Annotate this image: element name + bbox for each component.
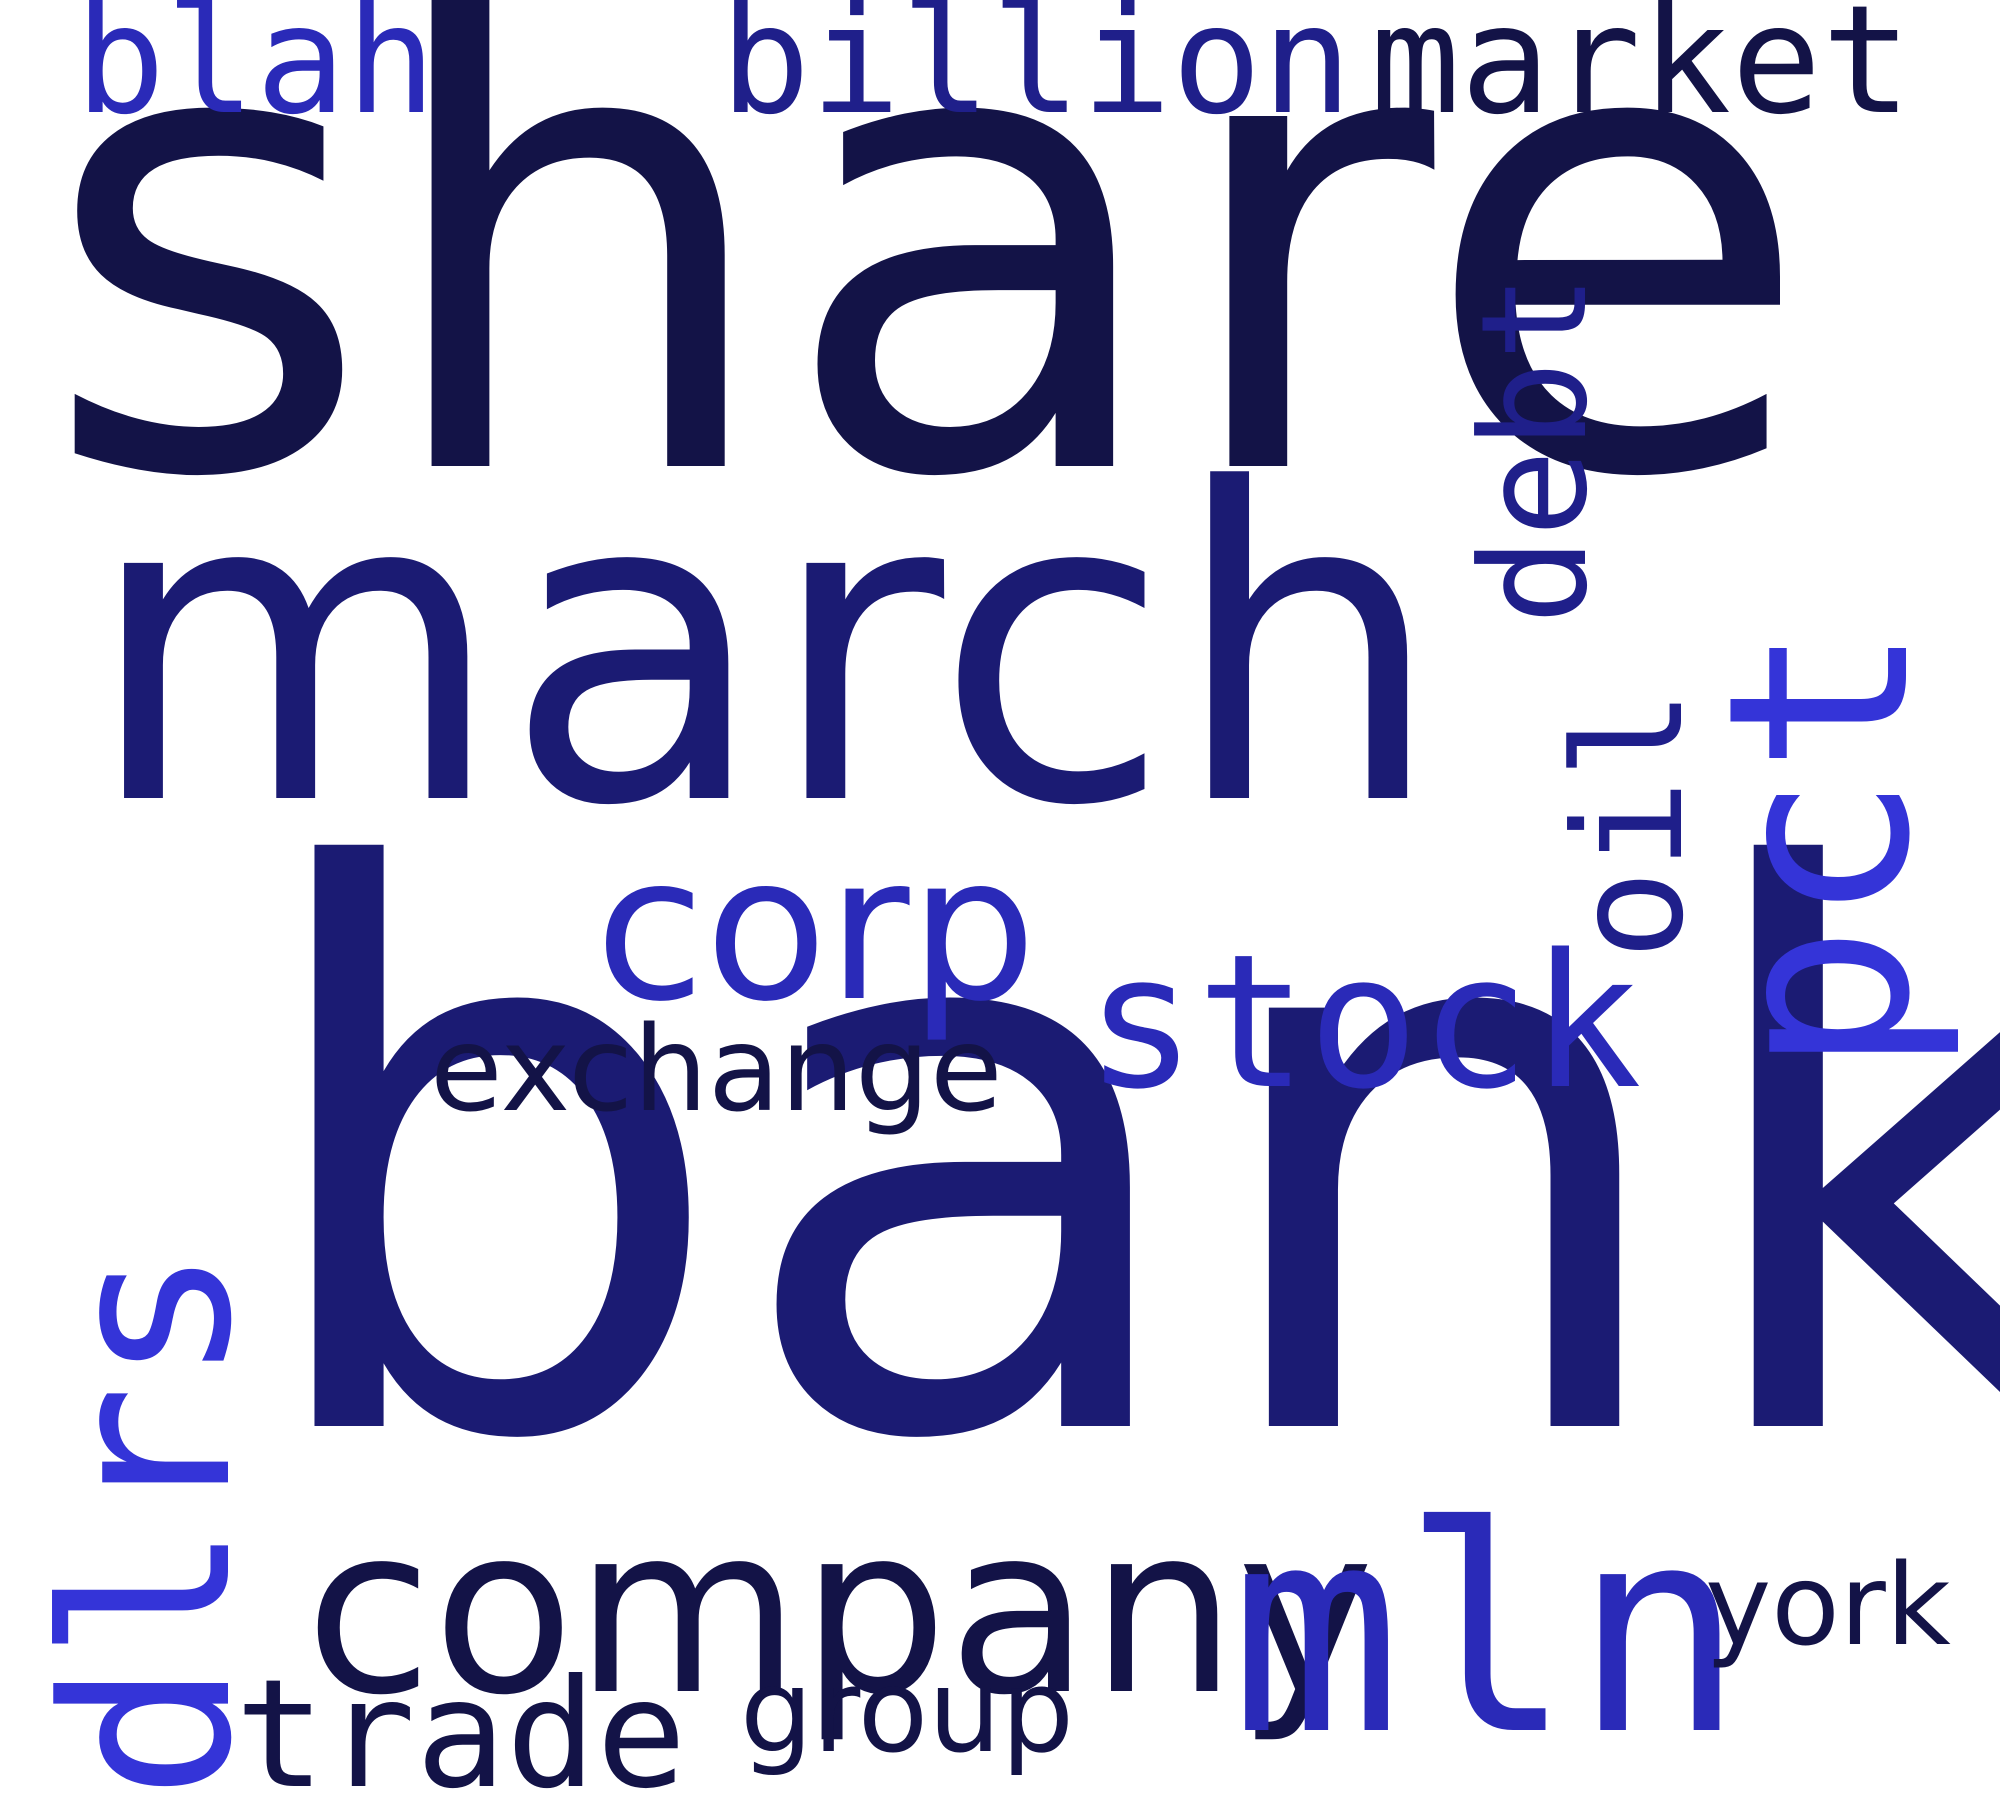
word-pct: pct [1674,623,1965,1075]
word-dlrs: dlrs [16,1246,283,1800]
word-blah: blah [75,0,437,148]
word-march: march [85,400,1444,900]
word-group: group [740,1645,1074,1779]
word-york: york [1705,1541,1951,1671]
word-bank: bank [245,717,2000,1607]
word-mln: mln [1230,1466,1745,1798]
word-share: share [40,0,1815,617]
word-corp: corp [595,813,1037,1046]
word-exchange: exchange [430,1000,1003,1138]
word-trade: trade [235,1648,687,1800]
word-debt: debt [1450,273,1620,625]
word-company: company [305,1476,1375,1746]
word-market: market [1370,0,1912,148]
word-stock: stock [1085,914,1642,1130]
word-billion: billion [720,0,1353,148]
